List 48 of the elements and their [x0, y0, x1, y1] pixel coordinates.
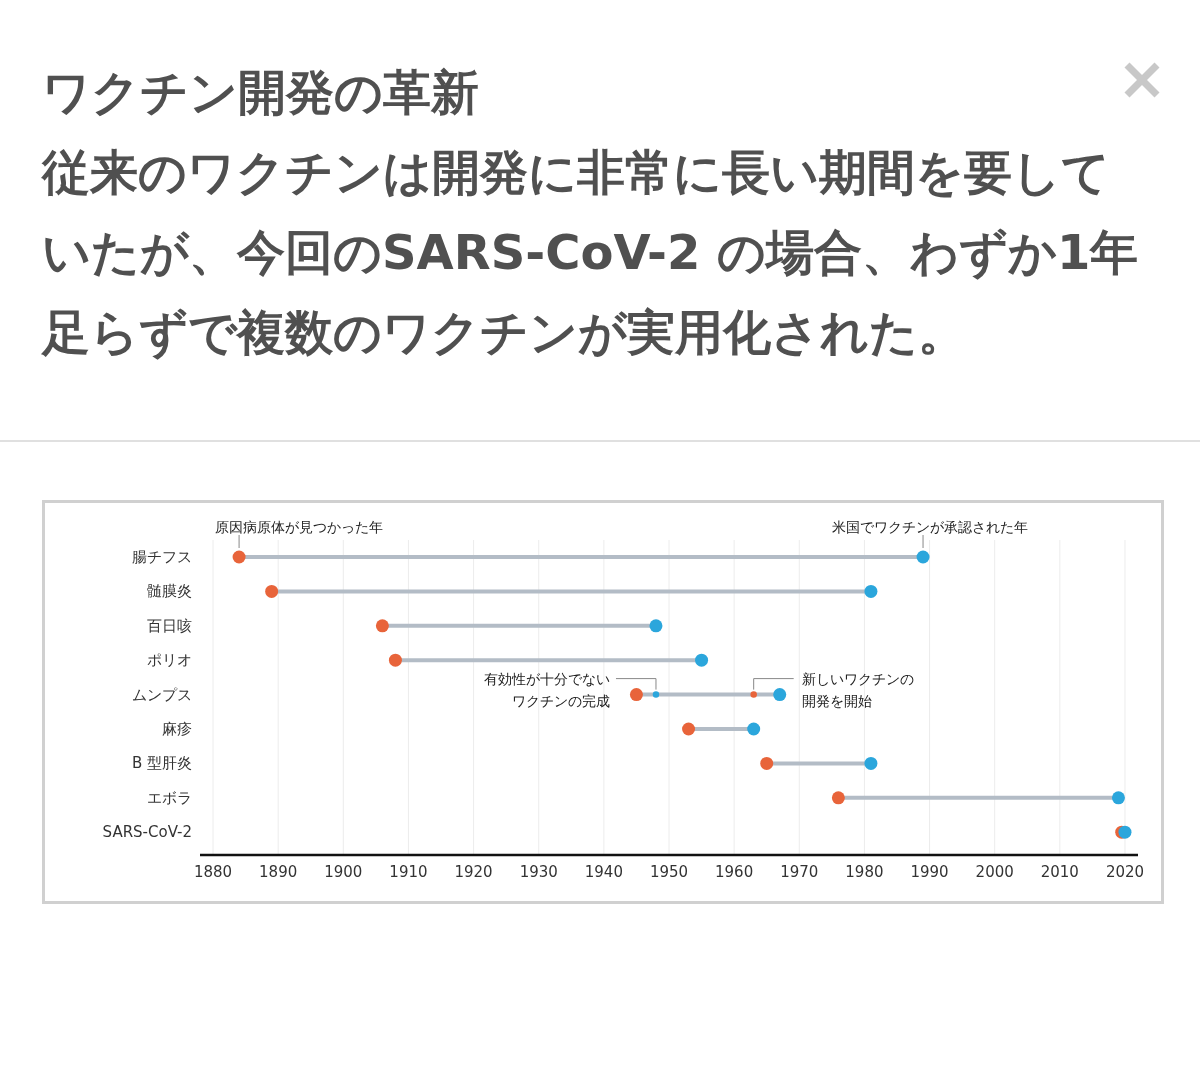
- point: [916, 550, 930, 564]
- x-tick-label: 2010: [1040, 863, 1079, 881]
- point: [747, 722, 761, 736]
- annotation: 原因病原体が見つかった年: [215, 519, 384, 535]
- point: [864, 584, 878, 598]
- point: [232, 550, 246, 564]
- x-tick-label: 1970: [780, 863, 819, 881]
- point: [760, 756, 774, 770]
- y-tick-label: 百日咳: [147, 616, 192, 635]
- point: [831, 791, 845, 805]
- point: [388, 653, 402, 667]
- x-tick-label: 1940: [584, 863, 623, 881]
- x-tick-label: 2000: [975, 863, 1014, 881]
- annotation: 新しいワクチンの開発を開始: [801, 670, 914, 709]
- point: [864, 756, 878, 770]
- chart-title: ワクチン開発の革新: [42, 63, 480, 122]
- y-tick-label: 腸チフス: [132, 548, 192, 566]
- y-tick-label: SARS-CoV-2: [102, 823, 192, 842]
- x-tick-label: 1980: [845, 863, 884, 881]
- x-tick-label: 1960: [715, 863, 754, 881]
- y-tick-label: B 型肝炎: [131, 754, 192, 773]
- chart-subtitle: 従来のワクチンは開発に非常に長い期間を要していたが、今回のSARS-CoV-2 の場合、わずか1年足らずで複数のワクチンが実用化された。: [42, 143, 1140, 362]
- x-tick-label: 1920: [454, 863, 493, 881]
- x-tick-label: 2020: [1105, 863, 1145, 881]
- y-tick-label: ポリオ: [147, 651, 192, 670]
- point: [652, 691, 660, 698]
- x-tick-label: 1950: [649, 863, 689, 881]
- point: [629, 688, 643, 702]
- x-tick-label: 1880: [193, 863, 233, 881]
- x-tick-label: 1990: [910, 863, 949, 881]
- y-tick-label: ムンプス: [132, 685, 192, 704]
- x-tick-label: 1900: [324, 863, 363, 881]
- point: [265, 584, 279, 598]
- y-tick-label: 髄膜炎: [147, 582, 192, 601]
- y-tick-label: エボラ: [147, 788, 192, 807]
- point: [649, 619, 663, 633]
- x-tick-label: 1910: [389, 863, 428, 881]
- y-tick-label: 麻疹: [162, 720, 192, 738]
- point: [695, 653, 709, 667]
- point: [1111, 791, 1125, 805]
- x-tick-label: 1930: [519, 863, 558, 881]
- annotation: 有効性が十分でないワクチンの完成: [483, 670, 610, 709]
- point: [375, 619, 389, 633]
- point: [682, 722, 696, 736]
- point: [750, 691, 757, 698]
- annotation: 米国でワクチンが承認された年: [832, 519, 1029, 535]
- point: [773, 688, 787, 702]
- x-tick-label: 1890: [259, 863, 298, 881]
